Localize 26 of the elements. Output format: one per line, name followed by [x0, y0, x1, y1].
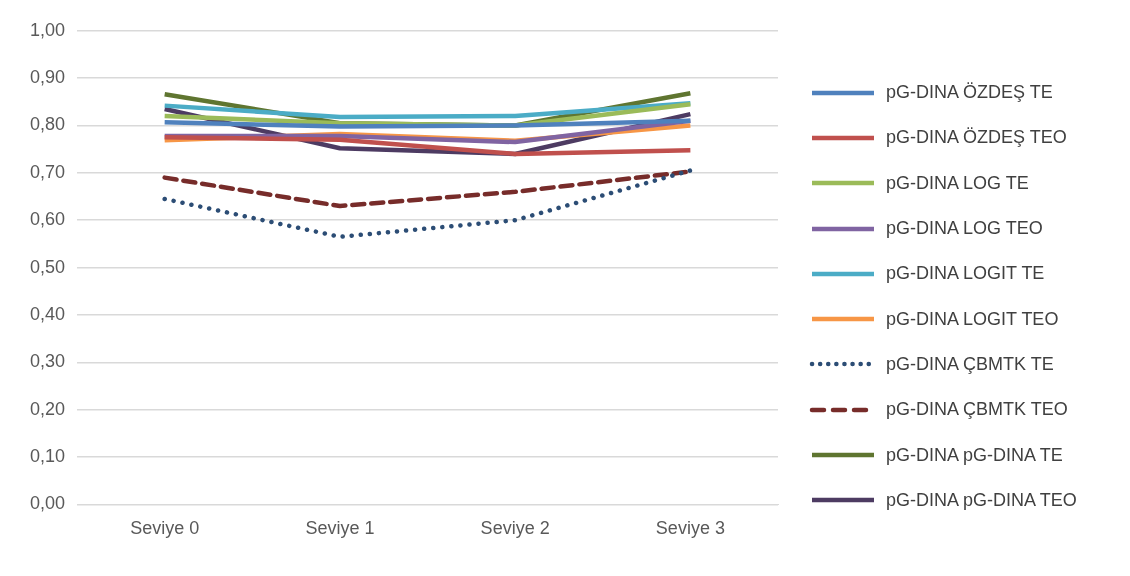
x-tick-label: Seviye 3	[655, 518, 725, 539]
legend-label: pG-DINA pG-DINA TE	[886, 444, 1063, 466]
y-tick-label: 0,80	[29, 114, 66, 135]
y-tick-label: 0,00	[29, 493, 66, 514]
legend-label: pG-DINA ÖZDEŞ TE	[886, 82, 1053, 104]
y-tick-label: 0,40	[29, 303, 66, 324]
y-tick-label: 0,20	[29, 398, 66, 419]
y-tick-label: 0,30	[29, 351, 66, 372]
legend-label: pG-DINA LOG TEO	[886, 218, 1043, 240]
y-tick-label: 1,00	[29, 19, 66, 40]
legend-label: pG-DINA ÇBMTK TE	[886, 353, 1054, 375]
legend-label: pG-DINA pG-DINA TEO	[886, 489, 1077, 511]
x-tick-label: Seviye 1	[305, 518, 375, 539]
x-tick-label: Seviye 0	[130, 518, 200, 539]
y-tick-label: 0,90	[29, 67, 66, 88]
y-tick-label: 0,50	[29, 256, 66, 277]
legend-label: pG-DINA ÖZDEŞ TEO	[886, 127, 1067, 149]
legend-label: pG-DINA LOGIT TE	[886, 263, 1045, 285]
y-tick-label: 0,60	[29, 209, 66, 230]
legend-label: pG-DINA ÇBMTK TEO	[886, 399, 1068, 421]
y-tick-label: 0,10	[29, 446, 66, 467]
legend-label: pG-DINA LOGIT TEO	[886, 308, 1059, 330]
line-series	[162, 168, 693, 240]
y-tick-label: 0,70	[29, 161, 66, 182]
legend-label: pG-DINA LOG TE	[886, 172, 1029, 194]
x-tick-label: Seviye 2	[480, 518, 550, 539]
